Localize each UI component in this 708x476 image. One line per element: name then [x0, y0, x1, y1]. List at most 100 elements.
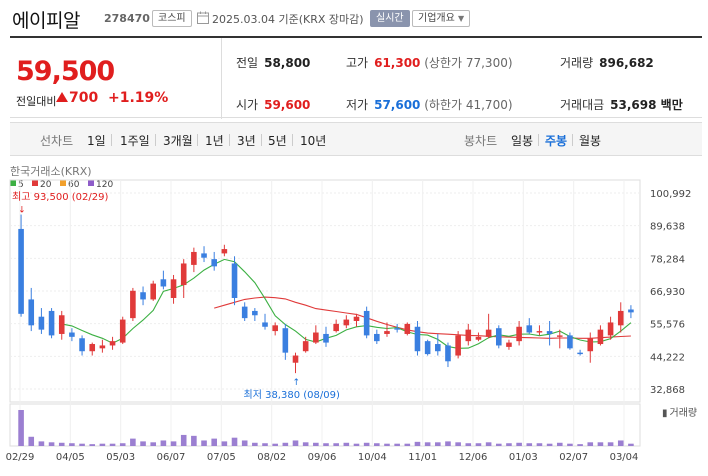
- candle-body: [333, 323, 339, 332]
- realtime-badge[interactable]: 실시간: [370, 10, 410, 27]
- up-triangle-icon: [56, 92, 68, 102]
- volume-bar: [272, 443, 278, 446]
- candle-body: [394, 328, 400, 330]
- line-chart-label: 선차트: [40, 134, 74, 148]
- candle-daily[interactable]: 일봉: [511, 134, 534, 148]
- volume-bar: [282, 442, 289, 446]
- volume-bar: [404, 443, 411, 446]
- volume-bar: [231, 437, 238, 446]
- volume-bar: [445, 441, 451, 446]
- volume-bar: [150, 442, 157, 446]
- trade-amount: 거래대금 53,698 백만: [560, 98, 683, 112]
- candle-body: [567, 335, 573, 349]
- x-tick-label: 04/05: [56, 452, 85, 463]
- legend-label-20: 20: [40, 180, 52, 190]
- volume-bar: [617, 440, 624, 446]
- volume-bar: [38, 441, 45, 446]
- candle-body: [38, 316, 45, 330]
- candle-body: [526, 325, 533, 333]
- legend-swatch-20: [32, 180, 38, 186]
- candle-body: [89, 344, 96, 352]
- low-annotation: 최저 38,380 (08/09): [244, 389, 340, 401]
- volume-bar: [58, 442, 65, 446]
- candles: [18, 214, 634, 374]
- period-1w[interactable]: 1주일: [120, 134, 150, 148]
- volume-bar: [536, 443, 543, 446]
- period-3m[interactable]: 3개월: [163, 134, 193, 148]
- volume-bar: [180, 434, 187, 446]
- candle-body: [282, 328, 289, 353]
- y-tick-label: 78,284: [650, 254, 685, 265]
- candle-body: [119, 319, 126, 343]
- candle-body: [323, 333, 329, 343]
- volume-bar: [485, 442, 492, 446]
- volume-bar: [455, 442, 461, 446]
- candle-body: [465, 329, 472, 342]
- volume-bar: [191, 435, 197, 446]
- candle-body: [272, 325, 278, 332]
- company-info-button[interactable]: 기업개요 ▼: [412, 10, 471, 27]
- period-3y[interactable]: 3년: [237, 134, 256, 148]
- candle-body: [516, 326, 522, 342]
- candle-weekly[interactable]: 주봉: [545, 134, 568, 148]
- ma-legend: 5 20 60 120: [10, 180, 113, 190]
- y-tick-label: 44,222: [650, 352, 685, 363]
- prev-close: 전일 58,800: [236, 56, 311, 70]
- annotations: 최고 93,500 (02/29) ↓ ↑최저 38,380 (08/09): [12, 191, 340, 401]
- candle-body: [48, 310, 55, 336]
- candle-body: [587, 338, 594, 352]
- candle-body: [455, 335, 461, 356]
- calendar-icon: [197, 11, 209, 24]
- legend-label-120: 120: [96, 180, 113, 190]
- volume-bar: [607, 442, 614, 446]
- candle-body: [506, 342, 512, 347]
- volume-bar: [394, 443, 400, 446]
- candle-body: [69, 332, 75, 337]
- volume-bar: [363, 442, 370, 446]
- volume-bar: [221, 441, 228, 446]
- volume-bar: [506, 443, 512, 446]
- change-value: 700: [56, 90, 98, 106]
- candle-body: [130, 290, 136, 319]
- x-tick-label: 05/03: [106, 452, 135, 463]
- candle-body: [191, 251, 197, 265]
- volume-bar: [353, 443, 360, 446]
- period-1y[interactable]: 1년: [205, 134, 224, 148]
- volume-bar: [465, 443, 472, 446]
- source-label: 한국거래소(KRX): [10, 165, 92, 178]
- volume-bar: [333, 443, 339, 446]
- x-tick-label: 02/29: [6, 452, 35, 463]
- period-5y[interactable]: 5년: [268, 134, 287, 148]
- candle-body: [79, 338, 85, 352]
- volume-bar: [424, 442, 431, 446]
- volume-bar: [241, 440, 248, 446]
- candle-body: [435, 344, 441, 352]
- candle-body: [546, 331, 553, 334]
- candle-body: [262, 322, 268, 327]
- volume-bar: [414, 441, 421, 446]
- volume-bar: [170, 441, 177, 446]
- x-tick-label: 08/02: [257, 452, 286, 463]
- x-tick-label: 01/03: [509, 452, 538, 463]
- candle-body: [404, 323, 411, 334]
- candle-body: [343, 319, 350, 326]
- candle-chart-label: 봉차트: [464, 134, 498, 148]
- volume-bar: [343, 442, 350, 446]
- period-10y[interactable]: 10년: [300, 134, 327, 148]
- candle-body: [495, 328, 502, 346]
- candle-body: [252, 310, 258, 316]
- candle-body: [18, 228, 24, 314]
- volume-bar: [18, 410, 24, 446]
- current-price: 59,500: [16, 56, 115, 87]
- candle-body: [617, 310, 624, 326]
- period-1d[interactable]: 1일: [87, 134, 106, 148]
- candle-monthly[interactable]: 월봉: [579, 134, 602, 148]
- candle-body: [221, 249, 228, 254]
- volume-bar: [48, 442, 55, 446]
- candle-body: [170, 279, 177, 298]
- candle-body: [160, 279, 167, 287]
- candle-body: [424, 341, 431, 355]
- legend-label-60: 60: [68, 180, 80, 190]
- y-tick-label: 55,576: [650, 320, 685, 331]
- candle-body: [445, 345, 451, 362]
